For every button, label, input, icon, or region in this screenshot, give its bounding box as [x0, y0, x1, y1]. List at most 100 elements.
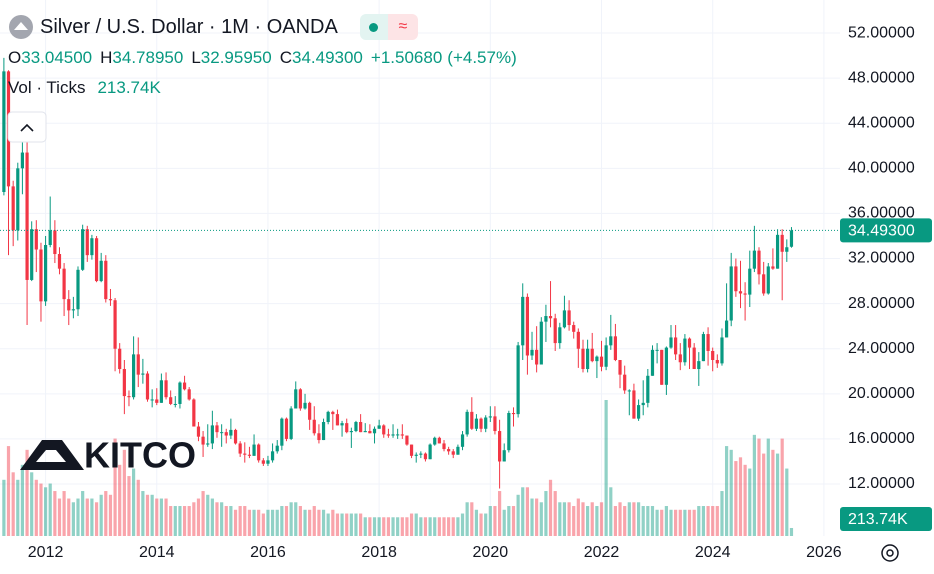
candle-body	[57, 254, 62, 269]
volume-bar	[127, 476, 131, 536]
candle-body	[220, 432, 224, 434]
y-tick-label: 24.00000	[848, 340, 915, 357]
volume-bar	[345, 513, 349, 536]
candle-body	[270, 451, 275, 461]
volume-bar	[775, 453, 780, 536]
volume-bar	[701, 506, 706, 536]
volume-bar	[284, 506, 289, 536]
volume-bar	[539, 502, 543, 536]
volume-legend: Vol · Ticks 213.74K	[8, 78, 161, 98]
legend-value: 34.78950	[112, 48, 184, 67]
volume-bar	[535, 498, 539, 536]
candle-body	[145, 373, 150, 400]
volume-bar	[451, 517, 455, 536]
candle-body	[757, 250, 761, 275]
volume-bar	[57, 498, 62, 536]
candle-body	[20, 152, 25, 169]
candle-body	[442, 443, 446, 450]
candle-body	[488, 416, 492, 418]
volume-bar	[521, 487, 525, 536]
volume-bar	[660, 509, 664, 536]
volume-bar	[604, 400, 608, 536]
candle-body	[479, 418, 483, 429]
volume-bar	[43, 487, 48, 536]
volume-bar	[609, 487, 613, 536]
candle-body	[155, 399, 159, 403]
candle-body	[192, 399, 196, 427]
candle-body	[576, 331, 580, 349]
volume-bar	[697, 506, 701, 536]
volume-bar	[632, 502, 636, 536]
volume-bar	[548, 479, 553, 536]
candle-body	[553, 318, 557, 344]
volume-bar	[516, 494, 520, 536]
candle-body	[752, 250, 756, 269]
volume-bar	[724, 446, 729, 536]
candle-body	[335, 414, 340, 426]
volume-bar	[233, 509, 238, 536]
volume-bar	[447, 517, 451, 536]
candle-body	[414, 454, 418, 456]
volume-bar	[409, 513, 414, 536]
candle-body	[340, 423, 344, 426]
candle-body	[30, 229, 34, 280]
candle-body	[206, 443, 210, 445]
x-tick-label: 2024	[695, 544, 731, 561]
candle-body	[400, 434, 404, 436]
volume-bar	[414, 513, 418, 536]
candle-body	[201, 436, 205, 445]
candle-body	[762, 274, 766, 294]
candle-body	[530, 349, 534, 356]
volume-bar	[25, 449, 29, 536]
candle-body	[349, 431, 353, 433]
candle-body	[669, 337, 673, 348]
candle-body	[345, 423, 349, 433]
volume-bar	[340, 513, 344, 536]
symbol-icon	[9, 15, 33, 39]
volume-bar	[308, 509, 312, 536]
candle-body	[590, 348, 594, 362]
volume-bar	[53, 491, 57, 536]
candle-body	[613, 336, 618, 361]
volume-bar	[220, 502, 224, 536]
last-price-label: 34.49300	[848, 223, 915, 240]
volume-bar	[257, 509, 261, 536]
candle-body	[303, 402, 307, 409]
candle-body	[210, 425, 214, 444]
candle-body	[498, 431, 502, 462]
volume-bar	[613, 506, 618, 536]
collapse-button[interactable]	[7, 111, 47, 143]
volume-bar	[586, 506, 590, 536]
volume-bar	[460, 513, 465, 536]
candle-body	[618, 360, 622, 375]
status-pill[interactable]: ≈	[359, 14, 418, 40]
volume-bar	[289, 502, 293, 536]
volume-bar	[618, 502, 622, 536]
volume-bar	[164, 498, 168, 536]
candle-body	[215, 425, 219, 433]
volume-bar	[530, 498, 534, 536]
settings-button[interactable]	[881, 544, 899, 562]
candle-body	[586, 348, 590, 370]
candle-body	[308, 402, 312, 420]
volume-bar	[456, 517, 460, 536]
volume-bar	[145, 494, 150, 536]
legend-key: L	[191, 48, 201, 67]
candle-body	[734, 266, 738, 292]
candle-body	[321, 422, 326, 441]
candle-body	[636, 405, 641, 419]
candle-body	[521, 296, 525, 346]
volume-bar	[687, 509, 692, 536]
volume-bar	[363, 517, 367, 536]
watermark-text: KITCO	[84, 435, 196, 476]
candle-body	[289, 408, 293, 439]
candle-body	[122, 369, 126, 397]
status-open	[359, 14, 388, 40]
volume-bar	[405, 517, 409, 536]
y-tick-label: 20.00000	[848, 385, 915, 402]
volume-bar	[623, 506, 627, 536]
volume-bar	[30, 472, 34, 536]
volume-bar	[215, 502, 219, 536]
volume-bar	[76, 498, 80, 536]
